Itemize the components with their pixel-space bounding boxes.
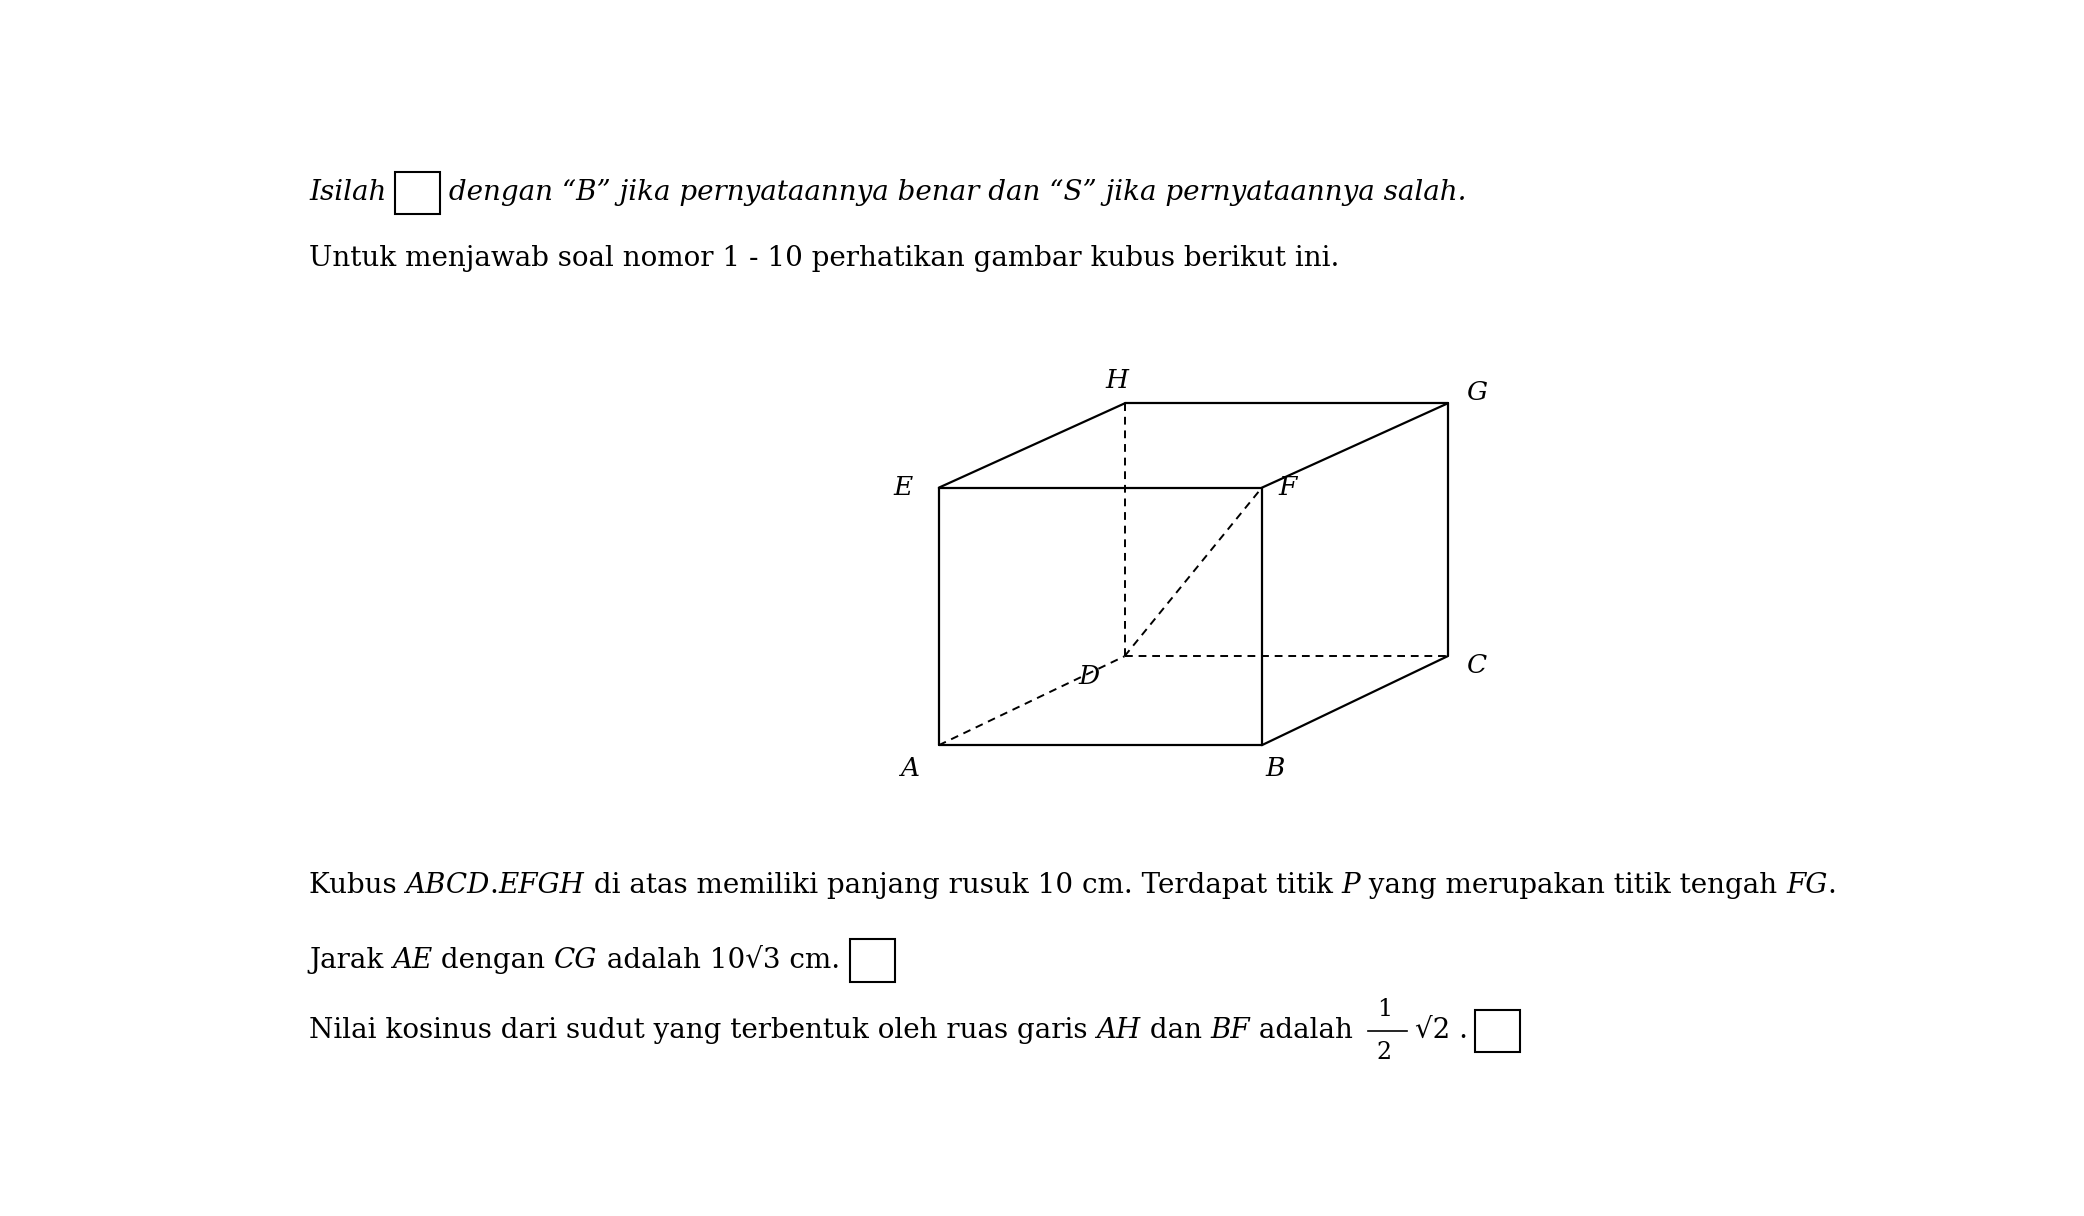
Text: √2 .: √2 . — [1415, 1018, 1467, 1045]
Text: C: C — [1467, 653, 1486, 679]
Text: G: G — [1467, 379, 1488, 405]
Text: F: F — [1280, 475, 1296, 500]
Text: D: D — [1080, 664, 1100, 689]
Text: FG: FG — [1786, 872, 1828, 899]
Text: adalah: adalah — [1250, 1018, 1361, 1045]
Text: Kubus: Kubus — [308, 872, 406, 899]
FancyBboxPatch shape — [850, 940, 894, 981]
Text: BF: BF — [1211, 1018, 1250, 1045]
Text: B: B — [1265, 756, 1284, 781]
Text: AH: AH — [1096, 1018, 1140, 1045]
Text: CG: CG — [554, 947, 598, 974]
Text: .: . — [490, 872, 498, 899]
Text: E: E — [894, 475, 913, 500]
FancyBboxPatch shape — [1475, 1009, 1519, 1052]
Text: dengan “B” jika pernyataannya benar dan “S” jika pernyataannya salah.: dengan “B” jika pernyataannya benar dan … — [440, 179, 1467, 207]
Text: EFGH: EFGH — [498, 872, 586, 899]
Text: 1: 1 — [1378, 997, 1392, 1020]
Text: dan: dan — [1140, 1018, 1211, 1045]
Text: .: . — [1828, 872, 1836, 899]
Text: di atas memiliki panjang rusuk 10 cm. Terdapat titik: di atas memiliki panjang rusuk 10 cm. Te… — [586, 872, 1342, 899]
Text: AE: AE — [392, 947, 433, 974]
Text: ABCD: ABCD — [406, 872, 490, 899]
Text: Untuk menjawab soal nomor 1 - 10 perhatikan gambar kubus berikut ini.: Untuk menjawab soal nomor 1 - 10 perhati… — [308, 244, 1340, 272]
Text: yang merupakan titik tengah: yang merupakan titik tengah — [1361, 872, 1786, 899]
Text: A: A — [900, 756, 919, 781]
Text: H: H — [1105, 367, 1127, 393]
Text: 2: 2 — [1378, 1041, 1392, 1064]
Text: Jarak: Jarak — [308, 947, 392, 974]
Text: dengan: dengan — [433, 947, 554, 974]
FancyBboxPatch shape — [396, 171, 440, 214]
Text: adalah 10√3 cm.: adalah 10√3 cm. — [598, 947, 840, 974]
Text: Nilai kosinus dari sudut yang terbentuk oleh ruas garis: Nilai kosinus dari sudut yang terbentuk … — [308, 1018, 1096, 1045]
Text: Isilah: Isilah — [308, 179, 396, 207]
Text: P: P — [1342, 872, 1361, 899]
